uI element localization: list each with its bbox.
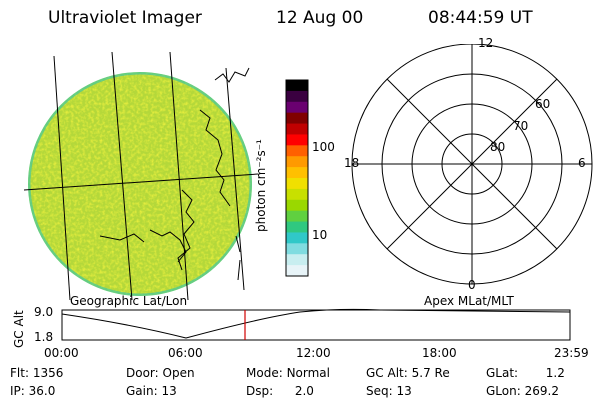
dsp-field: Dsp: 2.0 — [246, 384, 314, 398]
door-label: Door: — [126, 366, 159, 380]
flt-value: 1356 — [32, 366, 64, 380]
door-field: Door: Open — [126, 366, 195, 380]
timeline-x-tick-2359: 23:59 — [554, 346, 589, 360]
colorbar-segment — [286, 101, 308, 114]
gain-label: Gain: — [126, 384, 158, 398]
gcalt-field: GC Alt: 5.7 Re — [366, 366, 450, 380]
colorbar-segment — [286, 199, 308, 212]
dsp-value: 2.0 — [294, 384, 314, 398]
colorbar-segment — [286, 232, 308, 244]
colorbar-segment — [286, 112, 308, 125]
timeline-x-tick-1200: 12:00 — [296, 346, 331, 360]
mode-value: Normal — [286, 366, 330, 380]
colorbar-segment — [286, 167, 308, 179]
seq-field: Seq: 13 — [366, 384, 412, 398]
timeline-x-tick-0000: 00:00 — [44, 346, 79, 360]
glat-value: 1.2 — [545, 366, 565, 380]
lat-lon-grid — [23, 51, 259, 300]
timeline-x-tick-1800: 18:00 — [422, 346, 457, 360]
coastline — [99, 67, 250, 281]
seq-value: 13 — [396, 384, 412, 398]
mlt-label-6: 6 — [578, 156, 586, 170]
colorbar-segment — [286, 188, 308, 201]
time-label: 08:44:59 UT — [428, 8, 533, 28]
mlat-label-60: 60 — [535, 97, 551, 111]
colorbar-tick-10: 10 — [312, 228, 328, 242]
colorbar-segment — [286, 254, 308, 266]
timeline-plot — [61, 308, 571, 341]
timeline-y-tick-1: 1.8 — [34, 330, 54, 344]
colorbar-segment — [286, 221, 308, 233]
polar-meridian-diag2 — [386, 78, 558, 250]
dsp-label: Dsp: — [246, 384, 274, 398]
gcalt-label: GC Alt: — [366, 366, 408, 380]
geographic-image-panel — [23, 51, 259, 300]
seq-label: Seq: — [366, 384, 393, 398]
colorbar — [285, 79, 309, 277]
colorbar-segment — [286, 156, 308, 168]
colorbar-segment — [286, 134, 308, 146]
glat-field: GLat: 1.2 — [486, 366, 565, 380]
timeline-y-tick-9: 9.0 — [34, 305, 54, 319]
flt-label: Flt: — [10, 366, 29, 380]
flt-field: Flt: 1356 — [10, 366, 63, 380]
polar-caption: Apex MLat/MLT — [424, 294, 514, 308]
mlt-label-18: 18 — [344, 156, 360, 170]
timeline-x-tick-0600: 06:00 — [168, 346, 203, 360]
gain-value: 13 — [161, 384, 177, 398]
glat-label: GLat: — [486, 366, 519, 380]
glon-field: GLon: 269.2 — [486, 384, 559, 398]
door-value: Open — [162, 366, 195, 380]
ip-value: 36.0 — [28, 384, 56, 398]
mode-field: Mode: Normal — [246, 366, 330, 380]
colorbar-segment — [286, 243, 308, 255]
colorbar-tick-100: 100 — [312, 140, 335, 154]
date-label: 12 Aug 00 — [276, 8, 364, 28]
glon-value: 269.2 — [524, 384, 559, 398]
gcalt-value: 5.7 Re — [411, 366, 450, 380]
glon-label: GLon: — [486, 384, 521, 398]
colorbar-segment — [286, 178, 308, 190]
mlt-label-12: 12 — [478, 36, 494, 50]
gain-field: Gain: 13 — [126, 384, 177, 398]
ip-label: IP: — [10, 384, 25, 398]
colorbar-unit-label: photon cm⁻²s⁻¹ — [254, 139, 268, 232]
geographic-caption: Geographic Lat/Lon — [70, 294, 188, 308]
polar-plot — [351, 44, 593, 285]
mlt-label-0: 0 — [468, 278, 476, 292]
mlat-label-70: 70 — [513, 119, 529, 133]
colorbar-segment — [286, 210, 308, 223]
colorbar-segment — [286, 90, 308, 103]
colorbar-segment — [286, 123, 308, 135]
timeline-frame — [61, 309, 571, 341]
instrument-title: Ultraviolet Imager — [48, 8, 202, 28]
mode-label: Mode: — [246, 366, 283, 380]
mlat-label-80: 80 — [490, 140, 506, 154]
colorbar-segment — [286, 145, 308, 157]
colorbar-segment — [286, 80, 308, 92]
ip-field: IP: 36.0 — [10, 384, 55, 398]
colorbar-segment — [286, 265, 308, 277]
altitude-curve — [61, 308, 571, 339]
